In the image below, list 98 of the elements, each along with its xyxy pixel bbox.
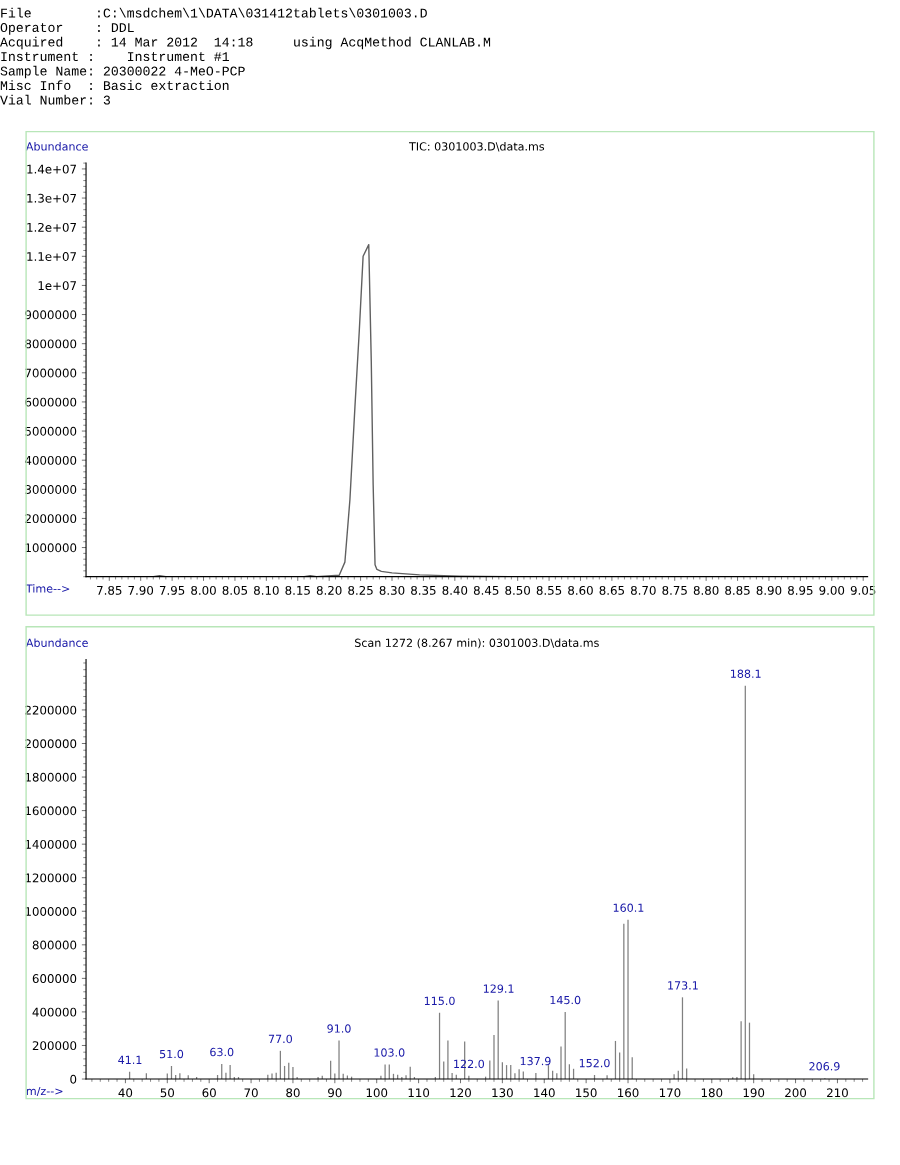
y-tick-label: 6000000: [25, 397, 77, 407]
x-tick-label: 8.55: [536, 585, 562, 595]
chart-title: TIC: 0301003.D\data.ms: [409, 142, 545, 152]
x-tick-label: 8.00: [191, 585, 216, 595]
chart-title: Scan 1272 (8.267 min): 0301003.D\data.ms: [355, 638, 599, 649]
x-tick-label: 90: [328, 1088, 342, 1098]
annotation: 206.9: [809, 1062, 840, 1071]
y-tick-label: 1800000: [25, 772, 77, 782]
x-tick-label: 8.65: [599, 585, 625, 595]
annotation: 152.0: [579, 1058, 610, 1068]
y-tick-label: 600000: [32, 974, 77, 984]
x-tick-label: 8.40: [442, 585, 468, 595]
y-tick-label: 1200000: [25, 873, 77, 883]
y-tick-label: 1000000: [25, 543, 77, 553]
annotation: 77.0: [268, 1034, 293, 1044]
annotation: 173.1: [668, 981, 698, 990]
y-tick-label: 1.1e+07: [27, 252, 76, 261]
y-tick-label: 2200000: [25, 705, 77, 715]
y-tick-label: 7000000: [25, 368, 77, 378]
x-tick-label: 80: [286, 1088, 300, 1098]
y-axis-title: Abundance: [25, 638, 88, 647]
x-tick-label: 40: [118, 1088, 133, 1098]
x-tick-label: 100: [366, 1088, 388, 1098]
x-tick-label: 8.90: [756, 585, 782, 595]
annotation: 137.9: [520, 1056, 551, 1066]
annotation: 103.0: [374, 1048, 405, 1057]
x-tick-label: 8.30: [379, 585, 405, 595]
annotation: 115.0: [424, 996, 455, 1006]
x-tick-label: 210: [827, 1088, 848, 1098]
annotation: 188.1: [731, 669, 761, 678]
x-tick-label: 150: [576, 1088, 597, 1098]
y-tick-label: 3000000: [25, 485, 77, 494]
y-tick-label: 1.4e+07: [27, 164, 76, 174]
x-tick-label: 200: [785, 1088, 807, 1098]
y-tick-label: 2000000: [25, 739, 77, 749]
x-tick-label: 8.15: [285, 585, 310, 595]
text: Vial Number: 3: [0, 94, 111, 105]
y-tick-label: 1.3e+07: [27, 193, 76, 203]
x-tick-label: 190: [743, 1088, 765, 1098]
y-tick-label: 4000000: [25, 455, 77, 465]
x-tick-label: 60: [202, 1088, 216, 1098]
x-tick-label: 140: [534, 1088, 555, 1098]
y-tick-label: 1000000: [25, 906, 77, 916]
y-tick-label: 1e+07: [38, 281, 76, 291]
y-tick-label: 1.2e+07: [27, 222, 76, 232]
x-tick-label: 8.75: [662, 585, 687, 595]
x-tick-label: 7.85: [97, 585, 122, 595]
x-tick-label: 8.45: [473, 585, 499, 595]
x-tick-label: 8.95: [788, 585, 813, 595]
x-tick-label: 170: [659, 1088, 681, 1098]
annotation: 122.0: [454, 1059, 485, 1069]
x-tick-label: 8.10: [254, 585, 279, 595]
annotation: 63.0: [210, 1047, 234, 1057]
x-axis-title: m/z-->: [26, 1086, 63, 1097]
y-tick-label: 1400000: [25, 839, 77, 849]
x-tick-label: 120: [450, 1088, 471, 1098]
x-tick-label: 7.95: [159, 585, 185, 595]
x-tick-label: 50: [160, 1088, 175, 1098]
y-tick-label: 0: [70, 1074, 77, 1084]
x-tick-label: 8.85: [725, 585, 750, 595]
y-tick-label: 8000000: [25, 339, 77, 349]
text: Operator : DDL: [0, 23, 134, 35]
x-tick-label: 8.60: [568, 585, 593, 595]
annotation: 51.0: [159, 1049, 184, 1059]
x-tick-label: 8.20: [316, 585, 342, 595]
x-tick-label: 8.70: [630, 585, 656, 595]
y-tick-label: 800000: [32, 940, 77, 950]
x-tick-label: 8.35: [411, 585, 436, 595]
x-tick-label: 9.05: [850, 585, 876, 595]
x-tick-label: 8.05: [222, 585, 248, 595]
text: Sample Name: 20300022 4-MeO-PCP: [0, 65, 245, 79]
y-tick-label: 1600000: [25, 806, 77, 816]
annotation: 91.0: [327, 1024, 351, 1033]
x-tick-label: 7.90: [128, 585, 154, 595]
text: Misc Info : Basic extraction: [0, 80, 229, 91]
text: Acquired : 14 Mar 2012 14:18 using AcqMethod CLANLAB.M: [0, 36, 491, 50]
x-tick-label: 70: [244, 1088, 258, 1098]
y-tick-label: 9000000: [25, 310, 77, 320]
x-tick-label: 8.50: [505, 585, 531, 595]
x-tick-label: 160: [618, 1088, 639, 1098]
x-tick-label: 8.80: [693, 585, 719, 595]
y-axis-title: Abundance: [25, 142, 88, 151]
x-tick-label: 180: [701, 1088, 723, 1098]
y-tick-label: 400000: [32, 1007, 77, 1017]
x-tick-label: 9.00: [819, 585, 845, 595]
x-tick-label: 8.25: [348, 585, 373, 595]
x-tick-label: 110: [408, 1088, 430, 1098]
x-axis-title: Time-->: [25, 584, 70, 593]
text: Instrument : Instrument #1: [1, 52, 229, 62]
y-tick-label: 5000000: [25, 426, 77, 436]
annotation: 160.1: [613, 903, 644, 912]
y-tick-label: 200000: [32, 1041, 77, 1051]
x-tick-label: 130: [492, 1088, 513, 1098]
text: File :C:\msdchem\1\DATA\031412tablets\0301003.D: [1, 7, 427, 18]
annotation: 129.1: [483, 984, 514, 993]
y-tick-label: 2000000: [25, 514, 77, 524]
annotation: 41.1: [118, 1055, 142, 1064]
annotation: 145.0: [550, 995, 581, 1005]
